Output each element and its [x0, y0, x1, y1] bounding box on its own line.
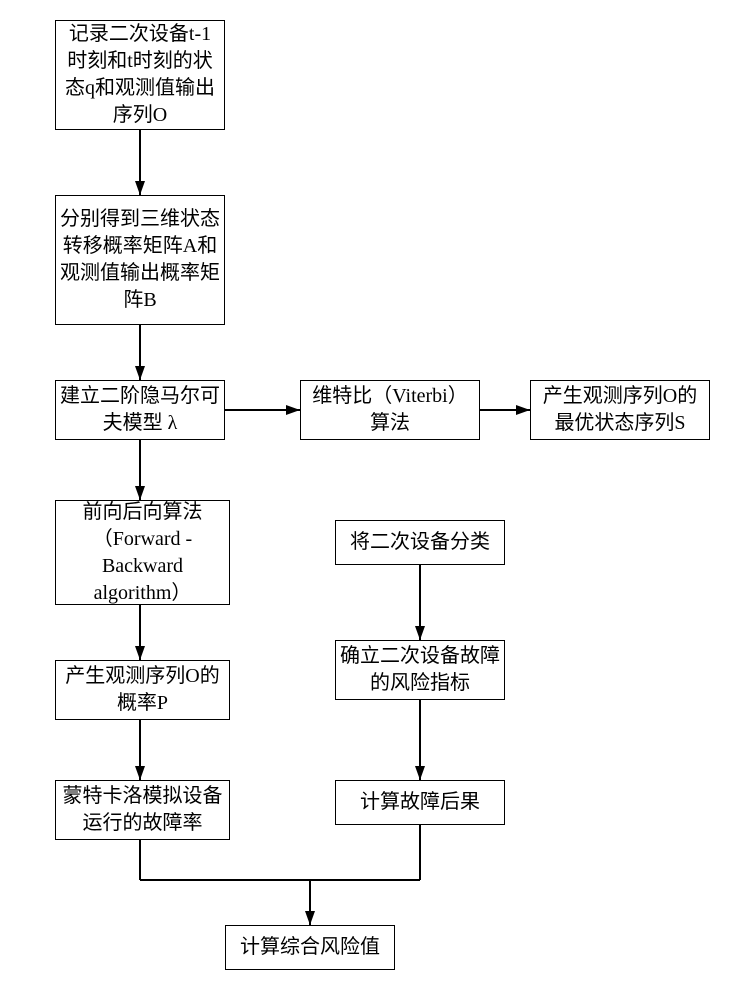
node-classify: 将二次设备分类 — [335, 520, 505, 565]
node-probability: 产生观测序列O的概率P — [55, 660, 230, 720]
node-label: 维特比（Viterbi）算法 — [301, 383, 479, 437]
node-label: 建立二阶隐马尔可夫模型 λ — [56, 383, 224, 437]
node-label: 将二次设备分类 — [346, 529, 494, 556]
node-forward-backward: 前向后向算法（Forward -Backward algorithm） — [55, 500, 230, 605]
node-fault-consequence: 计算故障后果 — [335, 780, 505, 825]
node-label: 前向后向算法（Forward -Backward algorithm） — [56, 499, 229, 607]
node-label: 产生观测序列O的最优状态序列S — [531, 383, 709, 437]
node-label: 确立二次设备故障的风险指标 — [336, 643, 504, 697]
node-risk-value: 计算综合风险值 — [225, 925, 395, 970]
node-label: 分别得到三维状态转移概率矩阵A和观测值输出概率矩阵B — [56, 206, 224, 314]
node-matrices: 分别得到三维状态转移概率矩阵A和观测值输出概率矩阵B — [55, 195, 225, 325]
node-risk-index: 确立二次设备故障的风险指标 — [335, 640, 505, 700]
node-label: 蒙特卡洛模拟设备运行的故障率 — [56, 783, 229, 837]
node-label: 记录二次设备t-1时刻和t时刻的状态q和观测值输出序列O — [56, 21, 224, 129]
node-label: 计算故障后果 — [356, 789, 484, 816]
node-viterbi: 维特比（Viterbi）算法 — [300, 380, 480, 440]
node-record-state: 记录二次设备t-1时刻和t时刻的状态q和观测值输出序列O — [55, 20, 225, 130]
node-label: 计算综合风险值 — [236, 934, 384, 961]
node-label: 产生观测序列O的概率P — [56, 663, 229, 717]
node-monte-carlo: 蒙特卡洛模拟设备运行的故障率 — [55, 780, 230, 840]
node-hmm-model: 建立二阶隐马尔可夫模型 λ — [55, 380, 225, 440]
node-optimal-sequence: 产生观测序列O的最优状态序列S — [530, 380, 710, 440]
